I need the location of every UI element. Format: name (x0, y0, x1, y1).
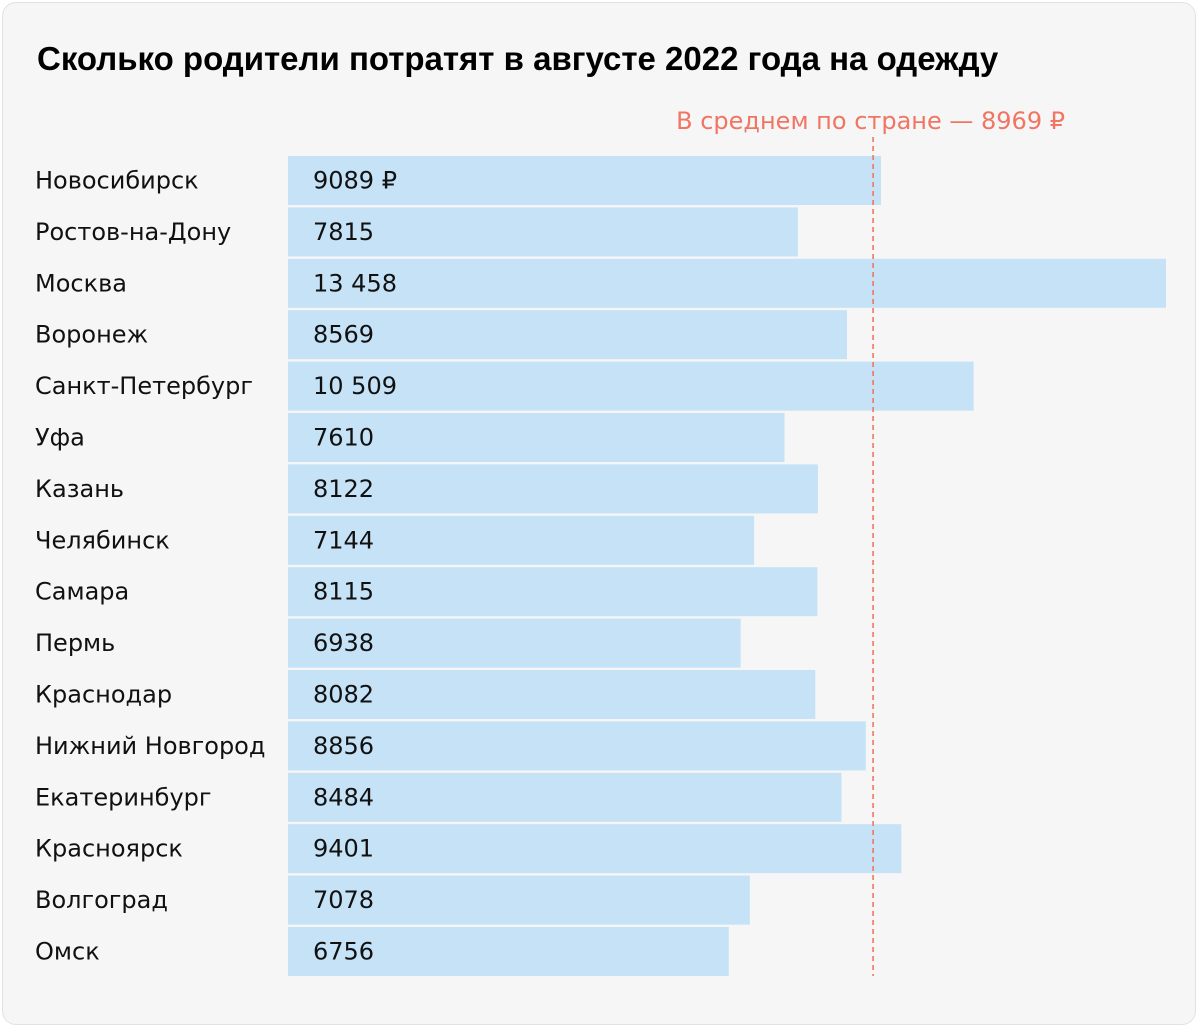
category-label: Пермь (35, 629, 115, 657)
bar (288, 567, 818, 617)
bar (288, 156, 881, 205)
bar (288, 361, 974, 411)
value-label: 10 509 (313, 372, 397, 400)
category-label: Казань (35, 475, 124, 503)
category-label: Омск (35, 938, 100, 966)
bar (288, 310, 847, 360)
bar (288, 413, 785, 462)
bar (288, 258, 1166, 308)
bar (288, 670, 816, 719)
value-label: 8484 (313, 783, 374, 811)
value-label: 8856 (313, 732, 374, 760)
value-label: 7078 (313, 886, 374, 914)
value-label: 7815 (313, 218, 374, 246)
category-label: Воронеж (35, 321, 148, 349)
bar (288, 618, 741, 668)
bar (288, 515, 755, 565)
average-label: В среднем по стране — 8969 ₽ (676, 107, 1065, 135)
value-label: 6938 (313, 629, 374, 657)
value-label: 8569 (313, 321, 374, 349)
category-label: Санкт-Петербург (35, 372, 253, 400)
category-label: Челябинск (35, 526, 170, 554)
category-label: Красноярск (35, 835, 183, 863)
value-label: 9401 (313, 835, 374, 863)
bar (288, 772, 842, 822)
value-label: 8115 (313, 578, 374, 606)
category-label: Самара (35, 578, 129, 606)
bar (288, 464, 818, 514)
bar (288, 824, 902, 874)
category-label: Нижний Новгород (35, 732, 265, 760)
bar (288, 207, 798, 257)
category-label: Новосибирск (35, 167, 199, 195)
category-label: Екатеринбург (35, 783, 211, 811)
value-label: 6756 (313, 938, 374, 966)
category-label: Волгоград (35, 886, 168, 914)
category-label: Краснодар (35, 681, 172, 709)
bar (288, 875, 750, 925)
category-label: Ростов-на-Дону (35, 218, 231, 246)
value-label: 8082 (313, 681, 374, 709)
value-label: 7144 (313, 526, 374, 554)
category-label: Уфа (35, 424, 85, 452)
bar (288, 927, 729, 976)
category-label: Москва (35, 269, 127, 297)
bar-chart: Новосибирск 9089 ₽ Ростов-на-Дону 7815 Москв… (35, 107, 1166, 976)
bar (288, 721, 866, 771)
value-label: 8122 (313, 475, 374, 503)
value-label: 7610 (313, 424, 374, 452)
chart-title: Сколько родители потратят в августе 2022… (37, 40, 999, 77)
value-label: 9089 ₽ (313, 167, 397, 195)
value-label: 13 458 (313, 269, 397, 297)
